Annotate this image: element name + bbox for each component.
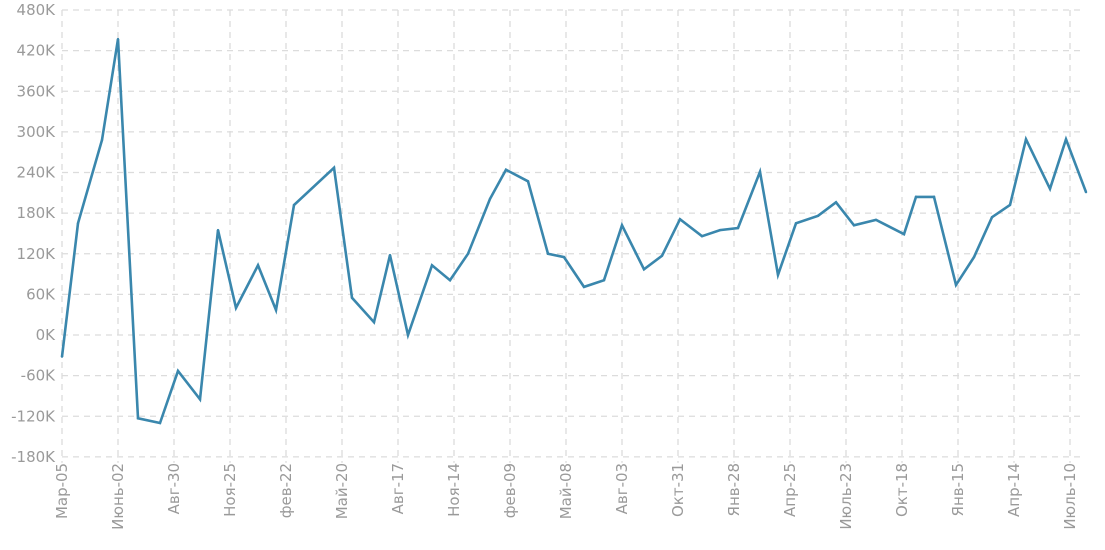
data-point bbox=[914, 195, 918, 199]
x-tick-label: Авг-03 bbox=[613, 463, 631, 514]
data-point bbox=[602, 278, 606, 282]
y-tick-label: 0K bbox=[36, 326, 57, 344]
data-point bbox=[234, 306, 238, 310]
data-point bbox=[448, 278, 452, 282]
data-point bbox=[718, 228, 722, 232]
data-point bbox=[372, 320, 376, 324]
y-tick-label: -120K bbox=[11, 407, 56, 425]
data-point bbox=[292, 203, 296, 207]
data-point bbox=[852, 224, 856, 227]
data-point bbox=[488, 197, 492, 201]
data-point bbox=[678, 218, 682, 221]
y-tick-label: 240K bbox=[17, 164, 57, 182]
data-point bbox=[136, 417, 140, 420]
data-point bbox=[158, 421, 162, 425]
y-axis-tick-labels: -180K -120K -60K 0K 60K 120K 180K 240K 300K 360K 4… bbox=[11, 1, 56, 466]
data-point bbox=[776, 273, 780, 276]
x-tick-label: фев-22 bbox=[277, 463, 295, 518]
data-point bbox=[388, 253, 392, 257]
data-point bbox=[758, 170, 762, 174]
data-point bbox=[1024, 138, 1028, 141]
data-point bbox=[660, 254, 664, 257]
x-tick-label: Ноя-25 bbox=[221, 463, 239, 517]
x-tick-label: Окт-31 bbox=[669, 463, 687, 517]
x-tick-label: Апр-14 bbox=[1005, 463, 1023, 517]
data-point bbox=[274, 308, 278, 312]
data-point bbox=[76, 222, 80, 225]
y-tick-label: 480K bbox=[17, 1, 57, 19]
data-point bbox=[816, 214, 820, 218]
series-group bbox=[60, 37, 1088, 425]
data-point bbox=[700, 234, 704, 238]
data-point bbox=[198, 398, 202, 401]
data-point bbox=[954, 283, 958, 287]
y-tick-label: 300K bbox=[17, 123, 57, 141]
data-point bbox=[100, 138, 104, 142]
data-point bbox=[972, 255, 976, 259]
data-point bbox=[620, 224, 624, 227]
data-point bbox=[116, 37, 120, 41]
data-point bbox=[430, 264, 434, 267]
x-tick-label: Май-20 bbox=[333, 463, 351, 519]
x-tick-label: Янв-15 bbox=[949, 463, 967, 517]
data-point bbox=[216, 228, 220, 232]
y-tick-label: 420K bbox=[17, 42, 57, 60]
data-point bbox=[736, 226, 740, 230]
data-point bbox=[504, 168, 508, 172]
data-point bbox=[60, 355, 64, 358]
x-tick-label: Июль-23 bbox=[837, 463, 855, 530]
data-point bbox=[332, 166, 336, 169]
x-tick-label: Окт-18 bbox=[893, 463, 911, 517]
x-tick-label: Авг-30 bbox=[165, 463, 183, 514]
y-tick-label: 360K bbox=[17, 82, 57, 100]
series-line-value bbox=[60, 38, 1088, 425]
horizontal-gridlines bbox=[62, 9, 1085, 458]
data-point bbox=[526, 180, 530, 183]
data-point bbox=[176, 369, 180, 373]
data-point bbox=[350, 296, 354, 299]
x-tick-label: Авг-17 bbox=[389, 463, 407, 514]
x-axis-tick-labels: Мар-05 Июнь-02 Авг-30 Ноя-25 фев-22 Май-20 Авг… bbox=[53, 463, 1079, 530]
x-tick-label: Июль-10 bbox=[1061, 463, 1079, 530]
x-tick-label: Мар-05 bbox=[53, 463, 71, 519]
data-point bbox=[256, 264, 260, 267]
data-point bbox=[406, 333, 410, 337]
x-tick-label: фев-09 bbox=[501, 463, 519, 518]
y-tick-label: 120K bbox=[17, 245, 57, 263]
data-point bbox=[834, 201, 838, 204]
x-tick-label: Ноя-14 bbox=[445, 463, 463, 517]
x-tick-label: Апр-25 bbox=[781, 463, 799, 517]
data-point bbox=[546, 252, 550, 255]
y-tick-label: -60K bbox=[21, 367, 56, 385]
data-point bbox=[1008, 203, 1012, 207]
y-tick-label: -180K bbox=[11, 448, 56, 466]
x-tick-label: Янв-28 bbox=[725, 463, 743, 517]
data-point bbox=[794, 222, 798, 225]
y-tick-label: 60K bbox=[26, 285, 56, 303]
y-tick-label: 180K bbox=[17, 204, 57, 222]
data-point bbox=[1048, 187, 1052, 190]
data-point bbox=[932, 195, 936, 199]
data-point bbox=[902, 232, 906, 236]
x-tick-label: Май-08 bbox=[557, 463, 575, 519]
vertical-gridlines bbox=[61, 10, 1071, 463]
data-point bbox=[562, 255, 566, 259]
data-point bbox=[582, 285, 586, 289]
data-point bbox=[1084, 190, 1088, 194]
data-point bbox=[990, 215, 994, 219]
data-point bbox=[1064, 138, 1068, 141]
data-point bbox=[642, 268, 646, 271]
data-point bbox=[466, 252, 470, 255]
x-tick-label: Июнь-02 bbox=[109, 463, 127, 530]
data-point bbox=[874, 218, 878, 222]
